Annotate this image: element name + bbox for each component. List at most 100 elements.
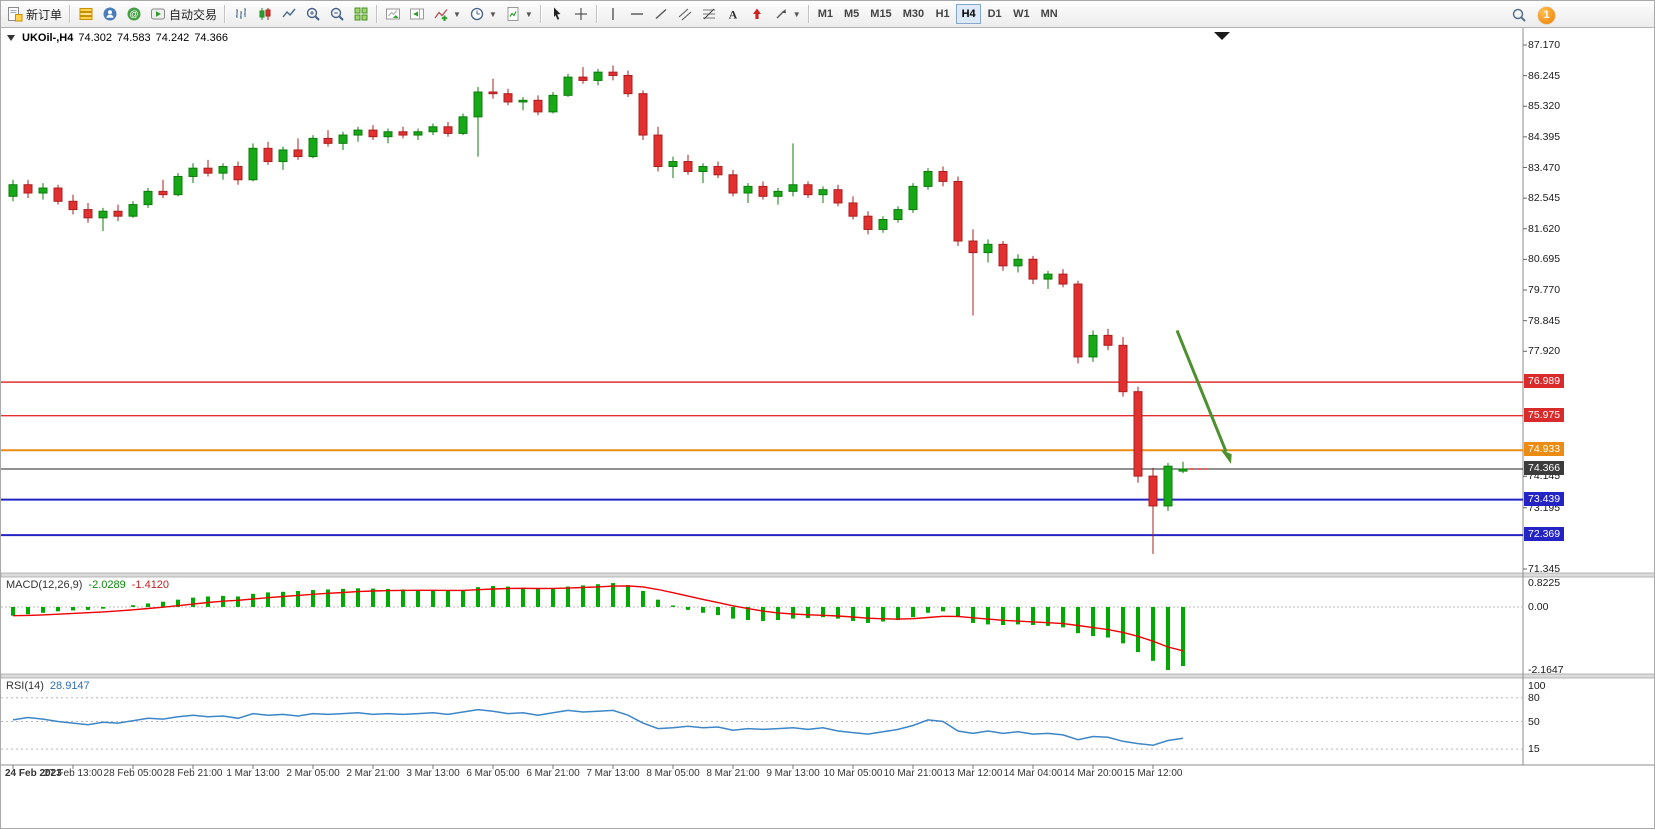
macd-histogram <box>11 583 1185 670</box>
auto-scroll-button[interactable] <box>381 3 405 25</box>
rsi-name: RSI(14) <box>6 680 44 692</box>
timeframe-toolbar: M1 M5 M15 M30 H1 H4 D1 W1 MN <box>813 4 1063 24</box>
trendline-tool[interactable] <box>649 3 673 25</box>
macd-indicator-label: MACD(12,26,9) -2.0289 -1.4120 <box>6 579 169 591</box>
candlestick-icon <box>259 8 271 20</box>
toolbar-right-group: 1 <box>1507 4 1555 26</box>
notification-count: 1 <box>1543 9 1550 21</box>
macd-signal-value: -1.4120 <box>131 579 170 591</box>
timeframe-button-m30[interactable]: M30 <box>898 4 929 24</box>
line-chart-button[interactable] <box>277 3 301 25</box>
dropdown-caret: ▼ <box>792 9 801 19</box>
main-toolbar: 新订单 @ <box>1 1 1654 28</box>
indicators-icon <box>434 9 448 21</box>
zoom-in-icon <box>306 7 320 21</box>
rsi-line <box>12 708 1184 746</box>
close-value: 74.366 <box>194 32 228 44</box>
new-order-button[interactable]: 新订单 <box>3 3 66 25</box>
timeframe-button-mn[interactable]: MN <box>1036 4 1063 24</box>
chart-shift-icon <box>410 8 425 20</box>
timeframe-button-w1[interactable]: W1 <box>1008 4 1035 24</box>
trendline-icon <box>655 8 667 20</box>
chart-title: UKOil-,H4 74.302 74.583 74.242 74.366 <box>7 32 228 44</box>
tile-windows-button[interactable] <box>349 3 373 25</box>
cursor-tool-button[interactable] <box>545 3 569 25</box>
toolbar-separator <box>224 5 227 23</box>
chart-shift-marker[interactable] <box>1214 32 1230 40</box>
crosshair-icon <box>574 8 587 20</box>
fibonacci-icon <box>702 8 715 20</box>
tile-windows-icon <box>354 7 368 21</box>
toolbar-separator <box>807 5 810 23</box>
new-order-label: 新订单 <box>26 7 63 22</box>
channel-tool[interactable] <box>673 3 697 25</box>
text-icon: A <box>728 8 737 22</box>
rsi-indicator-label: RSI(14) 28.9147 <box>6 680 90 692</box>
low-value: 74.242 <box>155 32 190 44</box>
bar-chart-button[interactable] <box>229 3 253 25</box>
svg-text:@: @ <box>129 9 138 19</box>
macd-name: MACD(12,26,9) <box>6 579 83 591</box>
zoom-out-button[interactable] <box>325 3 349 25</box>
objects-list-button[interactable]: ▼ <box>769 3 805 25</box>
timeframe-button-h4[interactable]: H4 <box>956 4 982 24</box>
crosshair-tool-button[interactable] <box>569 3 593 25</box>
panel-separator[interactable] <box>1 572 1655 578</box>
periods-icon <box>470 7 484 21</box>
timeframe-button-m1[interactable]: M1 <box>813 4 838 24</box>
timeframe-button-d1[interactable]: D1 <box>982 4 1007 24</box>
search-button[interactable] <box>1507 4 1531 26</box>
trend-arrow-annotation[interactable] <box>1175 329 1228 453</box>
templates-button[interactable]: ▼ <box>501 3 537 25</box>
vertical-line-tool[interactable] <box>601 3 625 25</box>
new-order-icon <box>8 7 23 22</box>
charts-icon <box>79 8 93 20</box>
toolbar-separator <box>69 5 72 23</box>
arrows-tool[interactable] <box>745 3 769 25</box>
community-icon: @ <box>127 7 141 21</box>
timeframe-button-m15[interactable]: M15 <box>865 4 896 24</box>
periods-button[interactable]: ▼ <box>465 3 501 25</box>
toolbar-separator <box>539 5 542 23</box>
svg-text:A: A <box>728 8 737 22</box>
auto-trading-label: 自动交易 <box>169 7 218 22</box>
toolbar-separator <box>595 5 598 23</box>
charts-button[interactable] <box>74 3 98 25</box>
arrow-marker-icon <box>752 8 761 19</box>
symbol-period-label: UKOil-,H4 <box>22 32 74 44</box>
panel-separator[interactable] <box>1 673 1655 679</box>
line-chart-icon <box>282 8 296 18</box>
profile-icon <box>103 7 117 21</box>
macd-signal-line <box>12 585 1184 652</box>
trend-arrow-head <box>1220 449 1232 464</box>
zoom-in-button[interactable] <box>301 3 325 25</box>
cursor-icon <box>553 7 561 20</box>
toolbar-separator <box>376 5 379 23</box>
auto-trading-icon <box>151 8 166 20</box>
candlestick-chart-button[interactable] <box>253 3 277 25</box>
bar-chart-icon <box>236 8 247 19</box>
timeframe-button-h1[interactable]: H1 <box>930 4 955 24</box>
open-value: 74.302 <box>78 32 112 44</box>
fibonacci-tool[interactable] <box>697 3 721 25</box>
dropdown-caret: ▼ <box>488 9 497 19</box>
objects-arrow-icon <box>776 9 786 19</box>
auto-trading-button[interactable]: 自动交易 <box>146 3 221 25</box>
dropdown-caret: ▼ <box>453 9 461 19</box>
text-tool[interactable]: A <box>721 3 745 25</box>
horizontal-line-tool[interactable] <box>625 3 649 25</box>
community-button[interactable]: @ <box>122 3 146 25</box>
timeframe-button-m5[interactable]: M5 <box>839 4 864 24</box>
indicators-button[interactable]: ▼ <box>429 3 465 25</box>
profile-button[interactable] <box>98 3 122 25</box>
auto-scroll-icon <box>386 8 401 20</box>
candles <box>8 65 1188 554</box>
zoom-out-icon <box>330 7 344 21</box>
notification-badge[interactable]: 1 <box>1538 6 1555 24</box>
templates-icon <box>507 7 519 21</box>
rsi-value: 28.9147 <box>49 680 90 692</box>
one-click-trading-arrow[interactable] <box>7 35 15 41</box>
chart-shift-button[interactable] <box>405 3 429 25</box>
